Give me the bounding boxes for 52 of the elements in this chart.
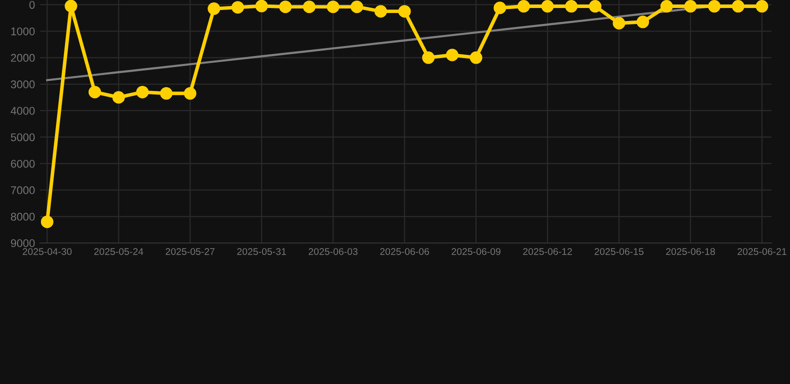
point <box>136 86 149 98</box>
point <box>470 51 482 64</box>
point <box>684 0 697 13</box>
x-tick-label: 2025-06-06 <box>380 248 429 255</box>
point <box>422 51 435 64</box>
y-tick-label: 1000 <box>11 27 35 36</box>
x-tick-label: 2025-04-30 <box>22 248 72 255</box>
x-tick-label: 2025-05-24 <box>94 248 144 255</box>
x-tick-label: 2025-06-15 <box>594 248 644 255</box>
y-tick-label: 4000 <box>10 106 35 115</box>
point <box>612 16 626 30</box>
point <box>732 0 744 13</box>
y-tick-label: 7000 <box>10 186 35 194</box>
point <box>446 48 458 62</box>
point <box>517 0 530 13</box>
x-tick-label: 2025-06-03 <box>308 248 358 255</box>
x-tick-label: 2025-05-31 <box>237 248 286 255</box>
point <box>541 0 554 13</box>
y-tick-label: 5000 <box>10 133 35 142</box>
x-tick-label: 2025-06-18 <box>666 248 715 255</box>
point <box>565 0 578 13</box>
y-tick-label: 6000 <box>10 160 35 168</box>
point <box>64 0 78 12</box>
y-tick-label: 0 <box>29 0 35 9</box>
point <box>184 87 196 100</box>
x-tick-label: 2025-06-09 <box>452 248 500 255</box>
point <box>660 0 673 13</box>
x-tick-label: 2025-06-21 <box>738 248 786 255</box>
point <box>588 0 602 13</box>
point <box>350 0 364 14</box>
point <box>303 0 316 14</box>
point <box>232 1 244 14</box>
point <box>160 87 173 100</box>
x-tick-label: 2025-05-27 <box>166 248 214 255</box>
point <box>756 0 768 13</box>
y-tick-label: 3000 <box>10 80 35 88</box>
point <box>88 86 102 98</box>
point <box>494 2 506 14</box>
point <box>40 216 54 228</box>
y-tick-label: 2000 <box>10 54 35 62</box>
point <box>326 0 340 14</box>
y-tick-label: 9000 <box>10 239 35 248</box>
point <box>112 91 125 104</box>
y-tick-label: 8000 <box>10 212 35 221</box>
point <box>398 5 411 18</box>
point <box>208 2 220 15</box>
x-tick-label: 2025-06-12 <box>523 248 572 255</box>
point <box>279 0 292 14</box>
point <box>636 16 650 28</box>
point <box>255 0 268 12</box>
point <box>374 5 387 18</box>
point <box>708 0 721 13</box>
